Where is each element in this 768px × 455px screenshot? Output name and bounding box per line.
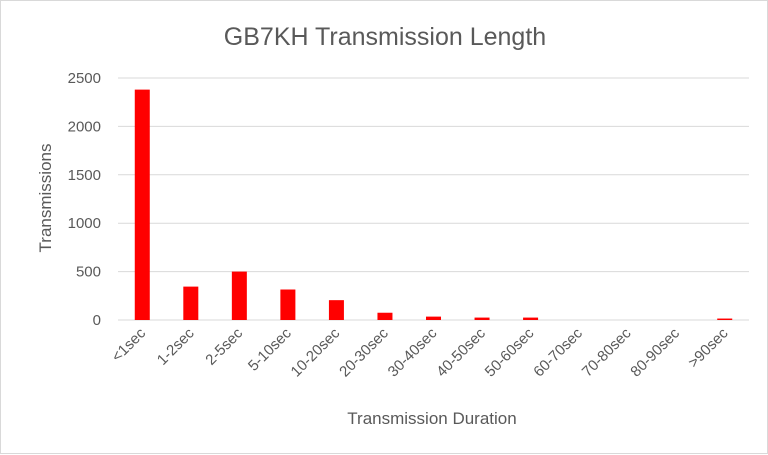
y-tick-label: 500 [76,264,101,281]
bar [280,289,296,320]
bars [134,89,733,320]
x-tick-label: 40-50sec [433,324,489,380]
bar [183,286,199,320]
x-tick-label: 20-30sec [336,324,392,380]
x-tick-label: 2-5sec [202,324,246,368]
x-axis-ticks: <1sec 1-2sec 2-5sec5-10sec10-20sec20-30sec… [108,324,731,380]
y-axis-label: Transmissions [36,144,55,253]
y-tick-label: 0 [93,312,101,329]
bar [717,318,733,320]
x-tick-label: 70-80sec [579,324,635,380]
gridlines [118,77,749,321]
x-tick-label: 60-70sec [530,324,586,380]
bar [328,300,344,320]
x-axis-label: Transmission Duration [347,409,516,428]
chart-title: GB7KH Transmission Length [224,23,546,51]
x-tick-label: 80-90sec [627,324,683,380]
y-axis-ticks: 0 500 1000 1500 2000 2500 [68,70,101,329]
bar [523,317,539,320]
x-tick-label: >90sec [685,324,732,371]
y-tick-label: 1500 [68,167,101,184]
y-tick-label: 2500 [68,70,101,87]
x-tick-label: 10-20sec [288,324,344,380]
x-tick-label: 50-60sec [482,324,538,380]
y-tick-label: 2000 [68,118,101,135]
bar [377,312,393,320]
bar [231,271,247,320]
x-tick-label: <1sec [108,324,149,365]
bar [426,316,441,320]
y-tick-label: 1000 [68,215,101,232]
x-tick-label: 5-10sec [245,324,295,374]
x-tick-label: 1-2sec [154,324,198,368]
bar [134,89,150,320]
x-tick-label: 30-40sec [385,324,441,380]
bar [474,317,490,320]
